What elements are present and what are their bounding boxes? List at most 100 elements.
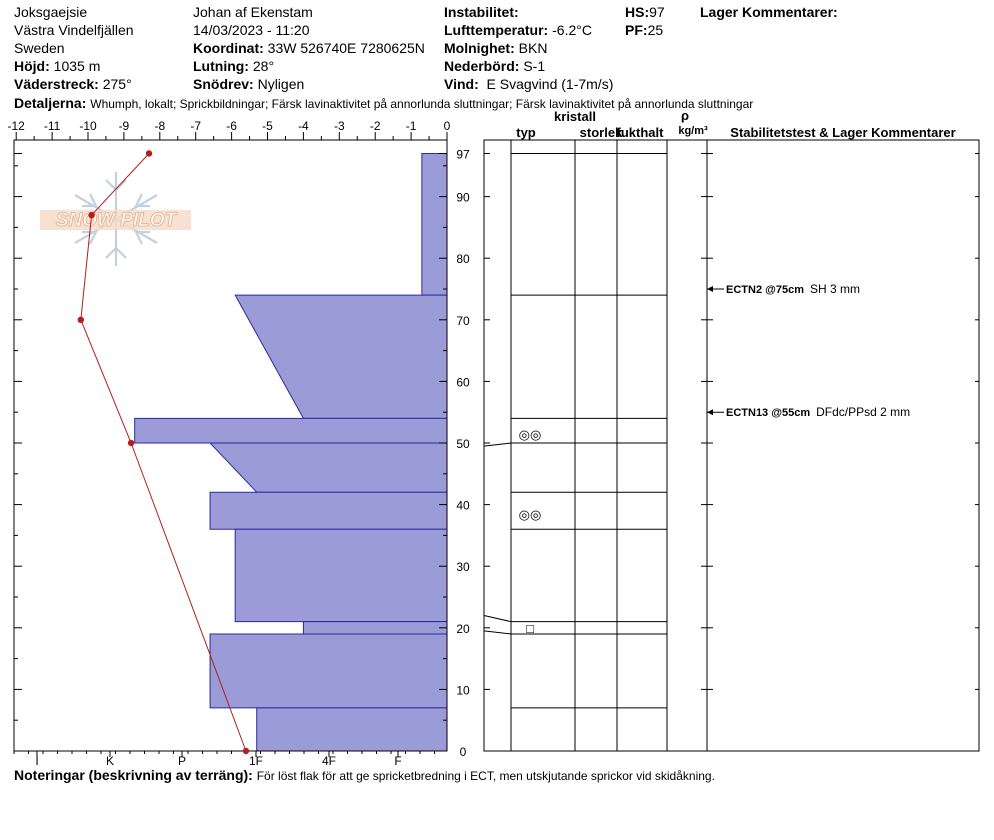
slope: Lutning: 28°	[193, 58, 274, 74]
hardness-layer	[209, 491, 448, 530]
temp-tick-label: -6	[226, 119, 237, 133]
hardness-layer	[209, 633, 448, 709]
temp-tick-label: -7	[190, 119, 201, 133]
height-tick-label: 70	[456, 314, 470, 328]
slope-label: Lutning:	[193, 58, 249, 74]
hardness-tick-label: I	[35, 754, 38, 768]
hardness-tick-label: P	[178, 754, 186, 768]
drift: Snödrev: Nyligen	[193, 76, 304, 92]
height-tick-label: 97	[456, 147, 470, 161]
wind-label: Vind:	[444, 76, 479, 92]
instability-label: Instabilitet:	[444, 4, 519, 20]
temp-tick-label: -12	[8, 119, 26, 133]
air-temp: Lufttemperatur: -6.2°C	[444, 22, 592, 38]
layer-table-frame	[483, 139, 980, 752]
hardness-layer	[421, 152, 448, 296]
footer-notes: Noteringar (beskrivning av terräng): För…	[14, 767, 715, 784]
aspect-value: 275°	[102, 76, 132, 92]
temperature-point	[145, 150, 153, 157]
datetime: 14/03/2023 - 11:20	[193, 22, 310, 38]
wind: Vind: E Svagvind (1-7m/s)	[444, 76, 613, 92]
precip-label: Nederbörd:	[444, 58, 520, 74]
notes-value: För löst flak för att ge spricketbrednin…	[256, 769, 715, 783]
height-tick-label: 0	[460, 745, 467, 759]
pf-value: 25	[647, 22, 664, 38]
chart-frames	[13, 139, 980, 752]
hardness-layer	[302, 621, 448, 635]
precip-value: S-1	[523, 58, 546, 74]
slope-value: 28°	[252, 58, 275, 74]
region: Västra Vindelfjällen	[14, 22, 134, 38]
stability-header: Stabilitetstest & Lager Kommentarer	[730, 125, 955, 140]
temperature-point	[127, 439, 135, 447]
wind-value: E Svagvind (1-7m/s)	[486, 76, 614, 92]
temp-tick-label: -8	[154, 119, 165, 133]
pf-label: PF:	[625, 22, 648, 38]
hardness-layer	[208, 442, 448, 493]
aspect-label: Väderstreck:	[14, 76, 99, 92]
stability-test: ECTN13 @55cm DFdc/PPsd 2 mm	[726, 405, 910, 419]
temp-tick-label: -1	[406, 119, 417, 133]
height-tick-label: 50	[456, 437, 470, 451]
stability-test: ECTN2 @75cm SH 3 mm	[726, 282, 860, 296]
hardness-layer	[134, 417, 448, 444]
grain-symbol: ◎◎	[519, 507, 542, 522]
cloud-value: BKN	[518, 40, 548, 56]
chart-axes: -12 -11 -10 -9 -8 -7 -6 -5 -4 -3 -2 -1 0I K P 1F 4F F0102…	[8, 119, 979, 768]
precip: Nederbörd: S-1	[444, 58, 545, 74]
hardness-layer	[256, 707, 448, 752]
temp-tick-label: -3	[334, 119, 345, 133]
grain-symbol: ◎◎	[519, 427, 542, 442]
hs-value: 97	[649, 4, 665, 20]
height-tick-label: 90	[456, 191, 470, 205]
moisture-header: fukthalt	[617, 125, 665, 140]
rho-header: ρ	[681, 108, 689, 123]
temp-tick-label: -9	[119, 119, 130, 133]
temp-tick-label: -10	[79, 119, 97, 133]
coordinate-value: 33W 526740E 7280625N	[267, 40, 425, 56]
hs-label: HS:	[625, 4, 650, 20]
column-headers: kristall typ storlek fukthalt ρ kg/m³ St…	[516, 108, 955, 140]
pf: PF:25	[625, 22, 663, 38]
temp-tick-label: -5	[262, 119, 273, 133]
hardness-tick-label: 4F	[322, 754, 336, 768]
height-tick-label: 80	[456, 252, 470, 266]
layer-connector	[483, 442, 512, 447]
crystal-header: kristall	[554, 109, 596, 124]
hardness-tick-label: K	[106, 754, 114, 768]
density-unit: kg/m³	[678, 125, 708, 137]
hardness-tick-label: F	[394, 754, 401, 768]
layer-connector	[483, 614, 512, 623]
stability-tests: ECTN2 @75cm SH 3 mm ECTN13 @55cm DFdc/PPsd …	[707, 282, 910, 419]
cloud-label: Molnighet:	[444, 40, 515, 56]
drift-label: Snödrev:	[193, 76, 254, 92]
temperature-point	[242, 747, 250, 755]
location: Joksgaejsie	[14, 4, 88, 20]
temperature-point	[88, 211, 95, 219]
snow-pilot-logo: SNOW PILOT	[40, 172, 191, 266]
notes-label: Noteringar (beskrivning av terräng):	[14, 767, 253, 783]
elevation: Höjd: 1035 m	[14, 58, 100, 74]
drift-value: Nyligen	[257, 76, 305, 92]
details: Detaljerna: Whumph, lokalt; Sprickbildni…	[14, 95, 753, 112]
layer-comments-label: Lager Kommentarer:	[700, 4, 838, 20]
coordinate-label: Koordinat:	[193, 40, 264, 56]
aspect: Väderstreck: 275°	[14, 76, 132, 92]
temperature-point	[77, 316, 85, 323]
height-tick-label: 10	[456, 683, 470, 697]
temp-tick-label: 0	[444, 119, 451, 133]
air-temp-label: Lufttemperatur:	[444, 22, 549, 38]
hardness-layer	[234, 528, 448, 623]
hardness-layer	[234, 294, 448, 419]
test-code: ECTN13 @55cm	[726, 407, 810, 419]
observer: Johan af Ekenstam	[193, 4, 313, 20]
hs: HS:97	[625, 4, 665, 20]
type-header: typ	[516, 125, 536, 140]
profile-frame	[13, 139, 448, 752]
test-arrow-head	[707, 409, 713, 416]
height-tick-label: 30	[456, 560, 470, 574]
hardness-profile	[134, 152, 448, 752]
grain-symbol: □	[526, 621, 534, 636]
elevation-label: Höjd:	[14, 58, 50, 74]
